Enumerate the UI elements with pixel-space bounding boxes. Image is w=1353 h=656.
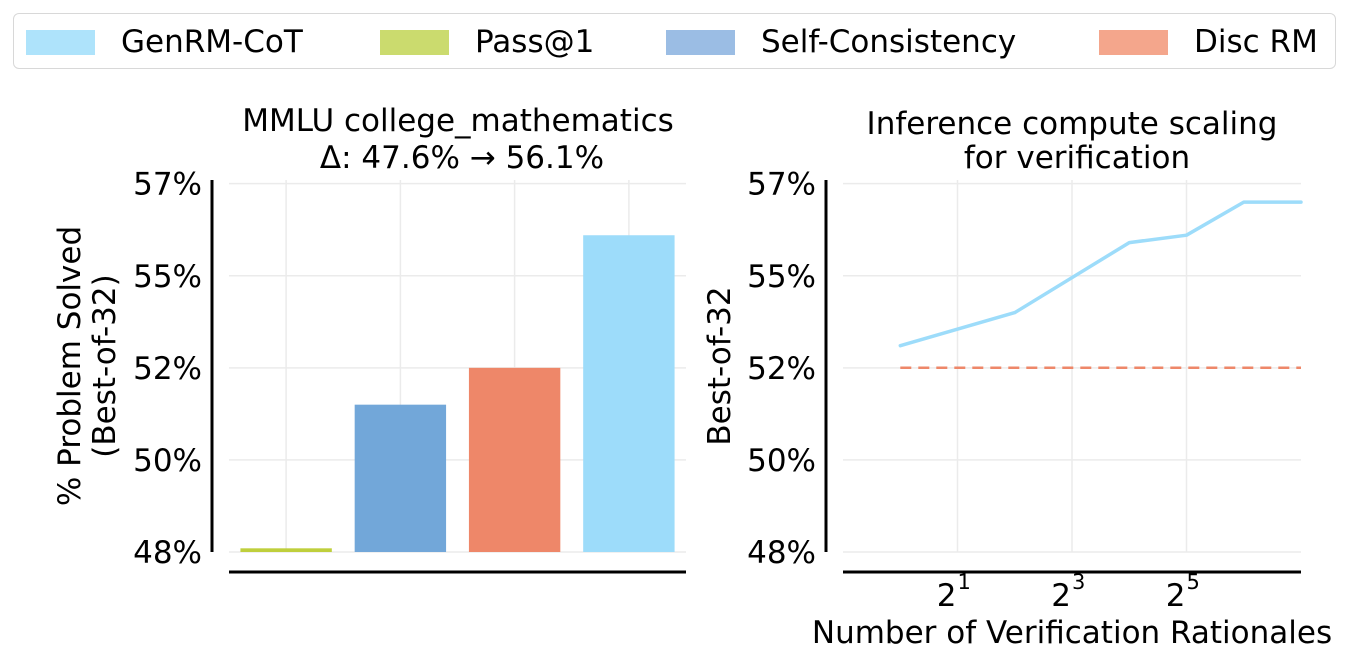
x-tick-exponent: 1 — [958, 570, 971, 594]
bar-disc-rm — [468, 367, 561, 552]
y-tick-label: 50% — [747, 443, 816, 479]
legend-label-genrm-cot: GenRM-CoT — [121, 24, 303, 60]
line-chart-lines — [898, 200, 1303, 370]
line-chart-grid — [843, 180, 1301, 553]
legend-swatch-disc-rm — [1099, 29, 1168, 55]
y-tick-label: 48% — [133, 535, 202, 571]
line-chart-y-ticks: 48% 50% 52% 55% 57% — [747, 167, 816, 571]
legend-label-disc-rm: Disc RM — [1194, 24, 1318, 60]
legend-swatch-self-consistency — [666, 29, 735, 55]
line-chart-x-label: Number of Verification Rationales — [812, 615, 1332, 651]
x-tick-base: 2 — [1166, 578, 1186, 614]
y-tick-label: 57% — [133, 167, 202, 203]
x-tick-exponent: 5 — [1187, 570, 1200, 594]
line-chart: Inference compute scaling for verificati… — [702, 106, 1332, 651]
line-chart-title: Inference compute scaling — [867, 106, 1278, 142]
legend-swatch-pass1 — [380, 29, 449, 55]
legend-item-genrm-cot: GenRM-CoT — [26, 14, 303, 70]
bar-chart-y-label-2: (Best-of-32) — [87, 274, 123, 457]
bar-chart-title: MMLU college_mathematics — [242, 103, 674, 139]
legend: GenRM-CoT Pass@1 Self-Consistency Disc R… — [13, 13, 1336, 69]
x-tick-base: 2 — [1051, 578, 1071, 614]
y-tick-label: 55% — [133, 259, 202, 295]
bar-chart: MMLU college_mathematics Δ: 47.6% → 56.1… — [52, 103, 686, 574]
line-chart-subtitle: for verification — [964, 140, 1190, 176]
bar-chart-bars — [240, 235, 675, 552]
legend-item-pass1: Pass@1 — [380, 14, 594, 70]
bar-genrm-cot — [583, 235, 675, 552]
series-line-genrm-cot — [898, 200, 1303, 348]
bar-pass-1 — [240, 548, 332, 552]
legend-label-pass1: Pass@1 — [475, 24, 595, 60]
y-tick-label: 55% — [747, 259, 816, 295]
y-tick-label: 48% — [747, 535, 816, 571]
legend-item-disc-rm: Disc RM — [1099, 14, 1318, 70]
bar-self-consistency — [354, 404, 447, 552]
y-tick-label: 57% — [747, 167, 816, 203]
legend-swatch-genrm-cot — [26, 29, 95, 55]
y-tick-label: 50% — [133, 443, 202, 479]
line-chart-y-label: Best-of-32 — [702, 286, 738, 445]
legend-item-self-consistency: Self-Consistency — [666, 14, 1016, 70]
x-tick-base: 2 — [937, 578, 957, 614]
bar-chart-subtitle: Δ: 47.6% → 56.1% — [320, 140, 604, 176]
bar-chart-y-label: % Problem Solved — [52, 226, 88, 506]
bar-chart-y-ticks: 48% 50% 52% 55% 57% — [133, 167, 202, 571]
x-tick-exponent: 3 — [1072, 570, 1085, 594]
y-tick-label: 52% — [747, 351, 816, 387]
legend-label-self-consistency: Self-Consistency — [761, 24, 1017, 60]
y-tick-label: 52% — [133, 351, 202, 387]
